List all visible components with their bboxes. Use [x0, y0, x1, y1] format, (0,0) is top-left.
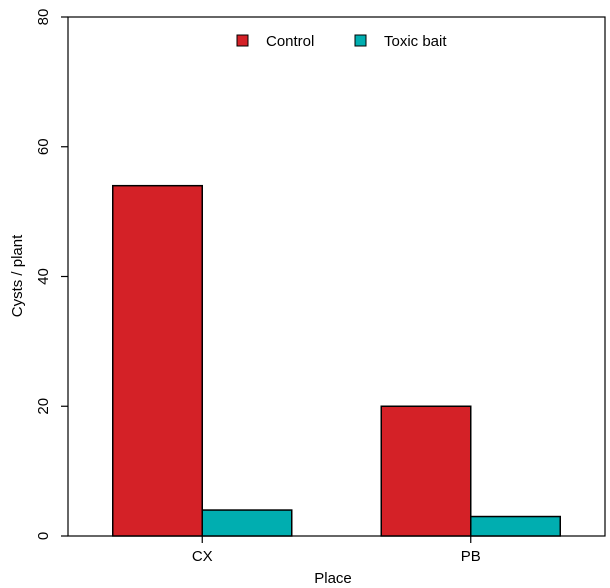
y-axis-label: Cysts / plant [9, 234, 26, 317]
legend-label: Toxic bait [384, 33, 447, 50]
bar-control-pb [380, 405, 472, 537]
x-tick-label: CX [192, 548, 213, 565]
legend: Control Toxic bait [236, 33, 447, 50]
bar-toxic-bait-cx [201, 509, 293, 537]
bar-control-cx [112, 184, 203, 537]
x-axis: CX PB [192, 536, 481, 565]
legend-swatch [354, 34, 367, 47]
y-tick-label: 0 [35, 532, 52, 540]
y-tick-label: 80 [35, 9, 52, 26]
x-axis-label: Place [314, 570, 352, 587]
legend-swatch [236, 34, 249, 47]
bars [112, 184, 561, 537]
y-axis: 0 20 40 60 80 [35, 9, 68, 540]
bar-toxic-bait-pb [470, 515, 561, 537]
y-tick-label: 40 [35, 268, 52, 285]
y-tick-label: 60 [35, 138, 52, 155]
legend-label: Control [266, 33, 314, 50]
y-tick-label: 20 [35, 398, 52, 415]
x-tick-label: PB [461, 548, 481, 565]
